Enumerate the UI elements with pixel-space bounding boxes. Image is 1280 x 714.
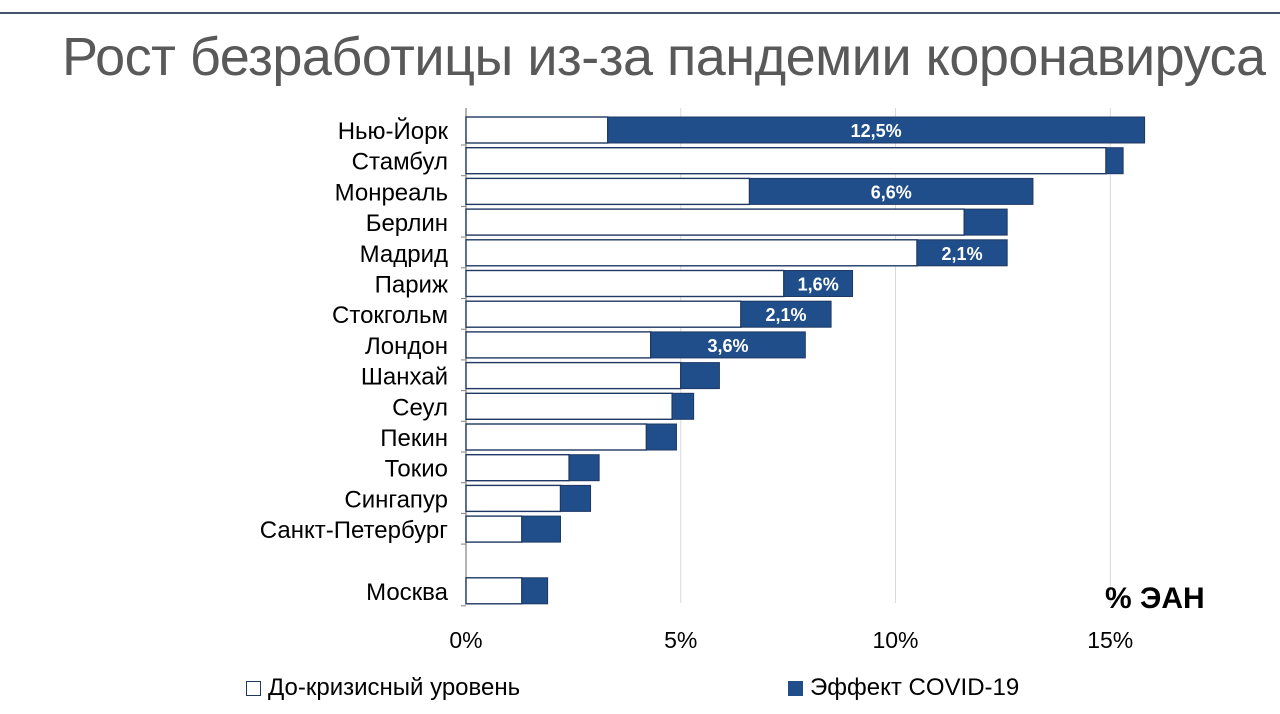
bar-pre-crisis (465, 484, 562, 513)
category-label: Мадрид (360, 241, 448, 268)
category-label: Сингапур (344, 486, 448, 513)
legend-item-covid: Эффект COVID-19 (788, 674, 1019, 702)
category-label: Токио (385, 456, 448, 483)
bar-covid (607, 116, 1146, 144)
bar-covid (521, 577, 549, 605)
data-label: 12,5% (851, 121, 902, 141)
chart-title: Рост безработицы из-за пандемии коронави… (62, 27, 1266, 87)
data-label: 2,1% (765, 305, 806, 325)
category-label: Нью-Йорк (338, 117, 449, 145)
data-label: 6,6% (871, 182, 912, 202)
bar-pre-crisis (465, 239, 918, 267)
unit-label: % ЭАН (1105, 582, 1205, 615)
bar-covid (645, 423, 677, 451)
bar-covid (650, 331, 806, 359)
bar-covid (916, 239, 1008, 267)
category-label: Санкт-Петербург (260, 517, 448, 544)
bar-pre-crisis (465, 331, 652, 359)
bar-pre-crisis (465, 515, 523, 543)
bar-pre-crisis (465, 423, 648, 451)
category-label: Пекин (380, 425, 448, 452)
data-label: 1,6% (798, 275, 839, 295)
bar-pre-crisis (465, 146, 1107, 175)
category-label: Москва (366, 579, 449, 606)
bar-covid (783, 270, 854, 297)
bar-pre-crisis (465, 392, 673, 420)
bar-pre-crisis (465, 361, 682, 390)
category-label: Берлин (366, 210, 448, 237)
category-label: Стамбул (352, 149, 448, 176)
x-tick-label: 0% (449, 627, 482, 653)
bar-pre-crisis (465, 269, 785, 298)
data-label: 2,1% (942, 244, 983, 264)
legend-label-pre-crisis: До-кризисный уровень (268, 674, 521, 701)
bar-pre-crisis (465, 116, 609, 144)
category-label: Лондон (365, 333, 448, 360)
bar-pre-crisis (465, 208, 965, 236)
data-label: 3,6% (707, 336, 748, 356)
bar-pre-crisis (465, 177, 751, 206)
x-tick-label: 15% (1087, 627, 1133, 653)
category-label: Париж (375, 272, 448, 299)
category-label: Шанхай (361, 364, 448, 391)
legend-item-pre-crisis: До-кризисный уровень (246, 674, 520, 702)
top-rule (0, 12, 1280, 14)
category-label: Монреаль (335, 179, 448, 206)
bar-pre-crisis (465, 454, 570, 482)
legend-swatch-covid (788, 680, 803, 696)
bar-covid (963, 208, 1008, 236)
legend-swatch-pre-crisis (246, 680, 261, 696)
category-label: Стокгольм (332, 302, 448, 329)
bar-covid (680, 362, 720, 390)
bar-pre-crisis (465, 300, 742, 328)
bar-covid (748, 177, 1034, 205)
category-label: Сеул (392, 394, 448, 421)
bar-covid (671, 392, 695, 420)
x-tick-label: 5% (664, 627, 697, 653)
bar-covid (559, 484, 592, 512)
legend-label-covid: Эффект COVID-19 (810, 674, 1020, 701)
bar-covid (1105, 147, 1124, 175)
bar-covid (740, 300, 832, 328)
x-tick-label: 10% (872, 627, 918, 653)
bar-covid (521, 515, 561, 543)
legend: До-кризисный уровень Эффект COVID-19 (0, 674, 1280, 708)
bar-covid (568, 454, 600, 482)
bar-pre-crisis (465, 577, 523, 605)
